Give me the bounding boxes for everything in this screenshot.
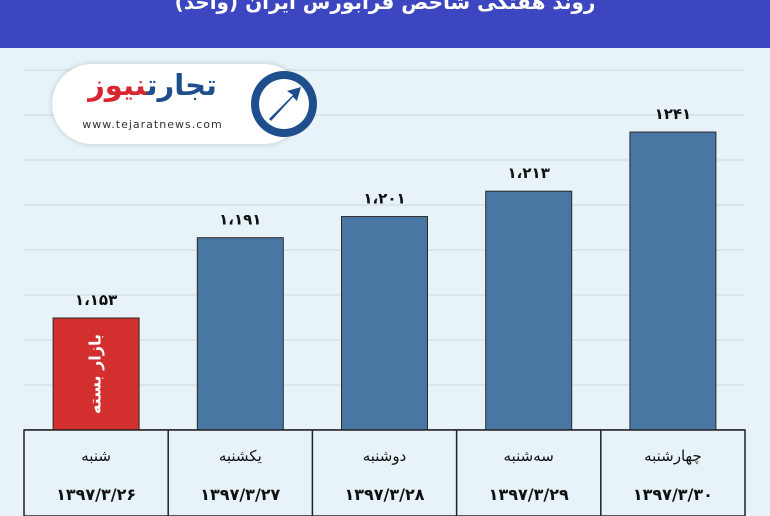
logo-wordmark: تجارتنیوز xyxy=(60,68,245,102)
arrow-emblem-icon xyxy=(251,71,317,137)
logo-name-part2: نیوز xyxy=(88,68,147,102)
bar xyxy=(629,131,717,431)
brand-logo: تجارتنیوز www.tejaratnews.com xyxy=(52,64,317,144)
bars: ۱،۱۵۳ ۱،۱۹۱ ۱،۲۰۱ ۱،۲۱۳ ۱۲۴۱ بازار بسته xyxy=(52,105,717,431)
bar-annotation: بازار بسته xyxy=(86,334,105,414)
date-label: ۱۳۹۷/۳/۲۹ xyxy=(489,485,569,504)
category-label: دوشنبه xyxy=(363,447,407,465)
chart-title: روند هفتگی شاخص فرابورس ایران (واحد) xyxy=(174,0,596,14)
category-label: یکشنبه xyxy=(219,447,262,465)
date-label: ۱۳۹۷/۳/۲۷ xyxy=(200,485,280,504)
category-label: چهارشنبه xyxy=(644,447,702,465)
table-frame xyxy=(23,429,746,516)
bar-value-label: ۱،۲۰۱ xyxy=(363,190,405,208)
date-label: ۱۳۹۷/۳/۲۸ xyxy=(344,485,424,504)
bar-value-label: ۱۲۴۱ xyxy=(655,105,692,123)
title-bar: روند هفتگی شاخص فرابورس ایران (واحد) xyxy=(0,0,770,48)
bar xyxy=(485,190,573,431)
category-label: سه‌شنبه xyxy=(504,447,554,465)
bar xyxy=(341,216,428,431)
bar xyxy=(196,237,284,431)
logo-name-part1: تجارت xyxy=(146,68,217,102)
date-label: ۱۳۹۷/۳/۳۰ xyxy=(633,485,713,504)
bar xyxy=(52,317,140,431)
bar-value-label: ۱،۲۱۳ xyxy=(508,164,550,182)
category-label: شنبه xyxy=(81,447,111,465)
logo-url: www.tejaratnews.com xyxy=(82,118,223,131)
bar-value-label: ۱،۱۵۳ xyxy=(75,291,117,309)
bar-value-label: ۱،۱۹۱ xyxy=(219,211,261,229)
date-label: ۱۳۹۷/۳/۲۶ xyxy=(56,485,136,504)
category-table: شنبه ۱۳۹۷/۳/۲۶ یکشنبه ۱۳۹۷/۳/۲۷ دوشنبه ۱۳۹۷/۳… xyxy=(23,429,746,516)
